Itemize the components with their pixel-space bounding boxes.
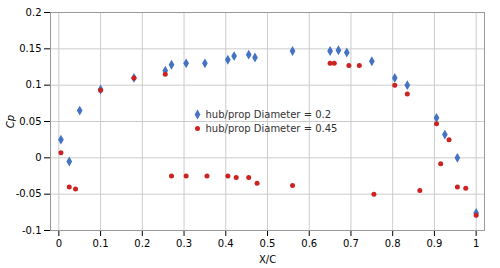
svg-text:X/C: X/C [259,254,276,265]
svg-text:0.1: 0.1 [26,79,42,90]
svg-text:hub/prop Diameter = 0.45: hub/prop Diameter = 0.45 [206,123,338,134]
svg-text:0.7: 0.7 [343,238,359,249]
svg-text:-0.05: -0.05 [16,188,42,199]
svg-text:0.5: 0.5 [260,238,276,249]
svg-text:0.3: 0.3 [176,238,192,249]
svg-text:0.4: 0.4 [218,238,234,249]
svg-text:0: 0 [56,238,62,249]
svg-text:0.6: 0.6 [301,238,317,249]
svg-text:0: 0 [35,152,41,163]
svg-text:0.05: 0.05 [19,116,41,127]
svg-text:1: 1 [473,238,479,249]
svg-text:0.9: 0.9 [426,238,442,249]
svg-text:0.15: 0.15 [19,43,41,54]
svg-text:0.1: 0.1 [93,238,109,249]
svg-text:0.2: 0.2 [134,238,150,249]
svg-text:0.2: 0.2 [26,7,42,18]
svg-text:hub/prop Diameter = 0.2: hub/prop Diameter = 0.2 [206,109,332,120]
svg-text:Cp: Cp [5,115,16,128]
svg-text:0.8: 0.8 [385,238,401,249]
svg-text:-0.1: -0.1 [22,225,42,236]
